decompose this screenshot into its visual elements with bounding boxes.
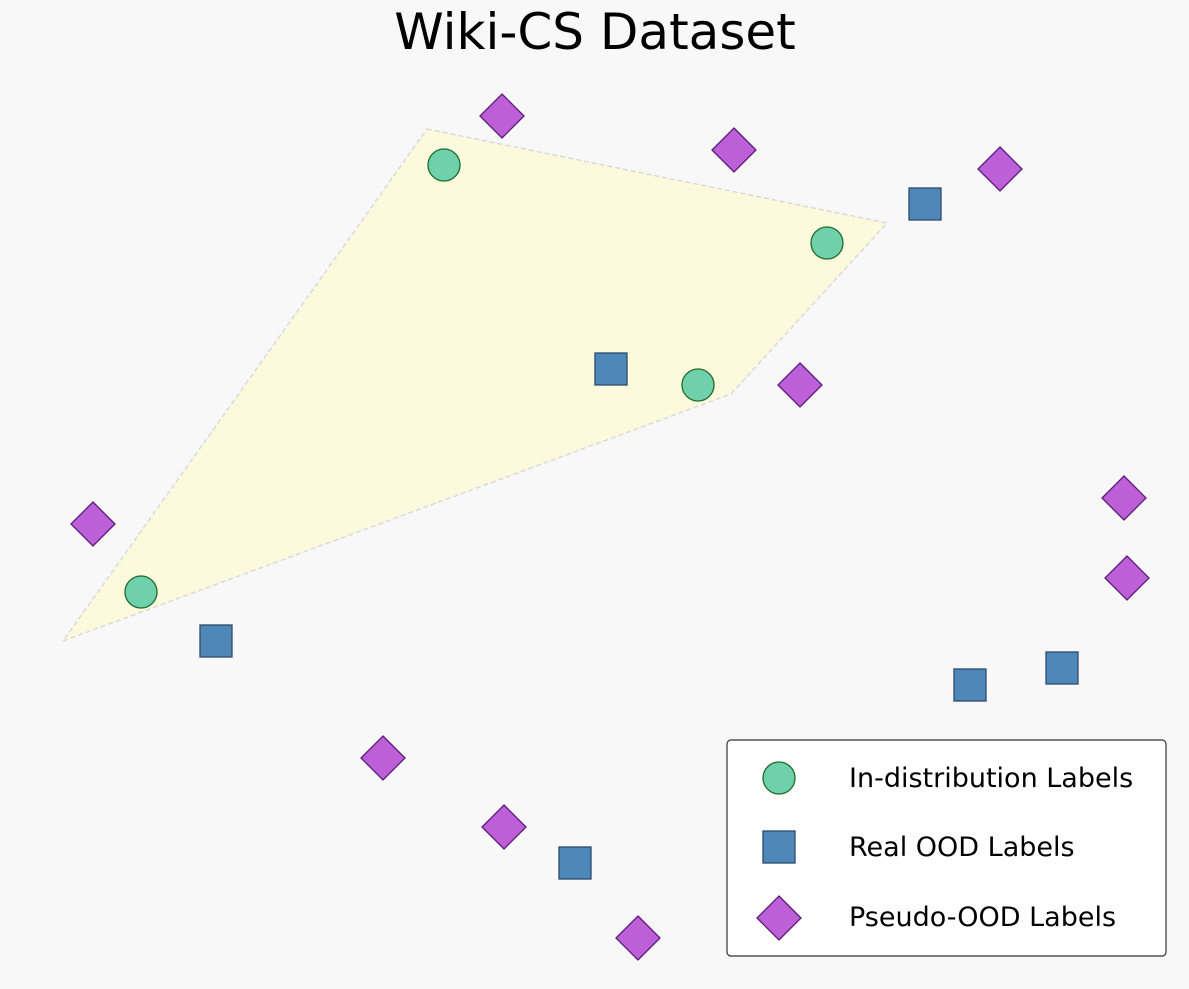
legend-entry-real-ood: Real OOD Labels <box>762 830 1075 864</box>
point-pseudo-ood-5 <box>1101 475 1147 521</box>
chart-title: Wiki-CS Dataset <box>394 3 795 61</box>
hull-layer <box>61 128 889 643</box>
legend-entry-in-distribution: In-distribution Labels <box>762 761 1133 795</box>
legend-marker-real-ood <box>762 830 796 864</box>
point-real-ood-0 <box>908 187 942 221</box>
point-pseudo-ood-3 <box>777 362 823 408</box>
point-pseudo-ood-6 <box>1104 555 1150 601</box>
point-in-distribution-1 <box>810 226 844 260</box>
point-pseudo-ood-7 <box>360 735 406 781</box>
point-in-distribution-2 <box>681 368 715 402</box>
point-pseudo-ood-0 <box>479 93 525 139</box>
point-real-ood-4 <box>1045 651 1079 685</box>
point-in-distribution-3 <box>124 575 158 609</box>
legend-label-pseudo-ood: Pseudo-OOD Labels <box>849 902 1116 933</box>
point-pseudo-ood-4 <box>70 501 116 547</box>
legend-entry-pseudo-ood: Pseudo-OOD Labels <box>756 895 1116 941</box>
in-distribution-region <box>61 128 889 643</box>
legend-label-real-ood: Real OOD Labels <box>849 832 1075 863</box>
legend-frame <box>726 739 1167 957</box>
legend-marker-in-distribution <box>762 761 796 795</box>
legend-label-in-distribution: In-distribution Labels <box>849 763 1133 794</box>
legend: In-distribution Labels Real OOD Labels P… <box>726 739 1167 957</box>
points-layer <box>70 93 1150 961</box>
point-pseudo-ood-2 <box>977 146 1023 192</box>
point-real-ood-2 <box>199 624 233 658</box>
point-pseudo-ood-9 <box>615 915 661 961</box>
point-real-ood-5 <box>558 846 592 880</box>
point-real-ood-1 <box>594 352 628 386</box>
point-pseudo-ood-8 <box>481 804 527 850</box>
point-in-distribution-0 <box>427 148 461 182</box>
point-real-ood-3 <box>953 668 987 702</box>
legend-marker-pseudo-ood <box>756 895 802 941</box>
point-pseudo-ood-1 <box>711 127 757 173</box>
